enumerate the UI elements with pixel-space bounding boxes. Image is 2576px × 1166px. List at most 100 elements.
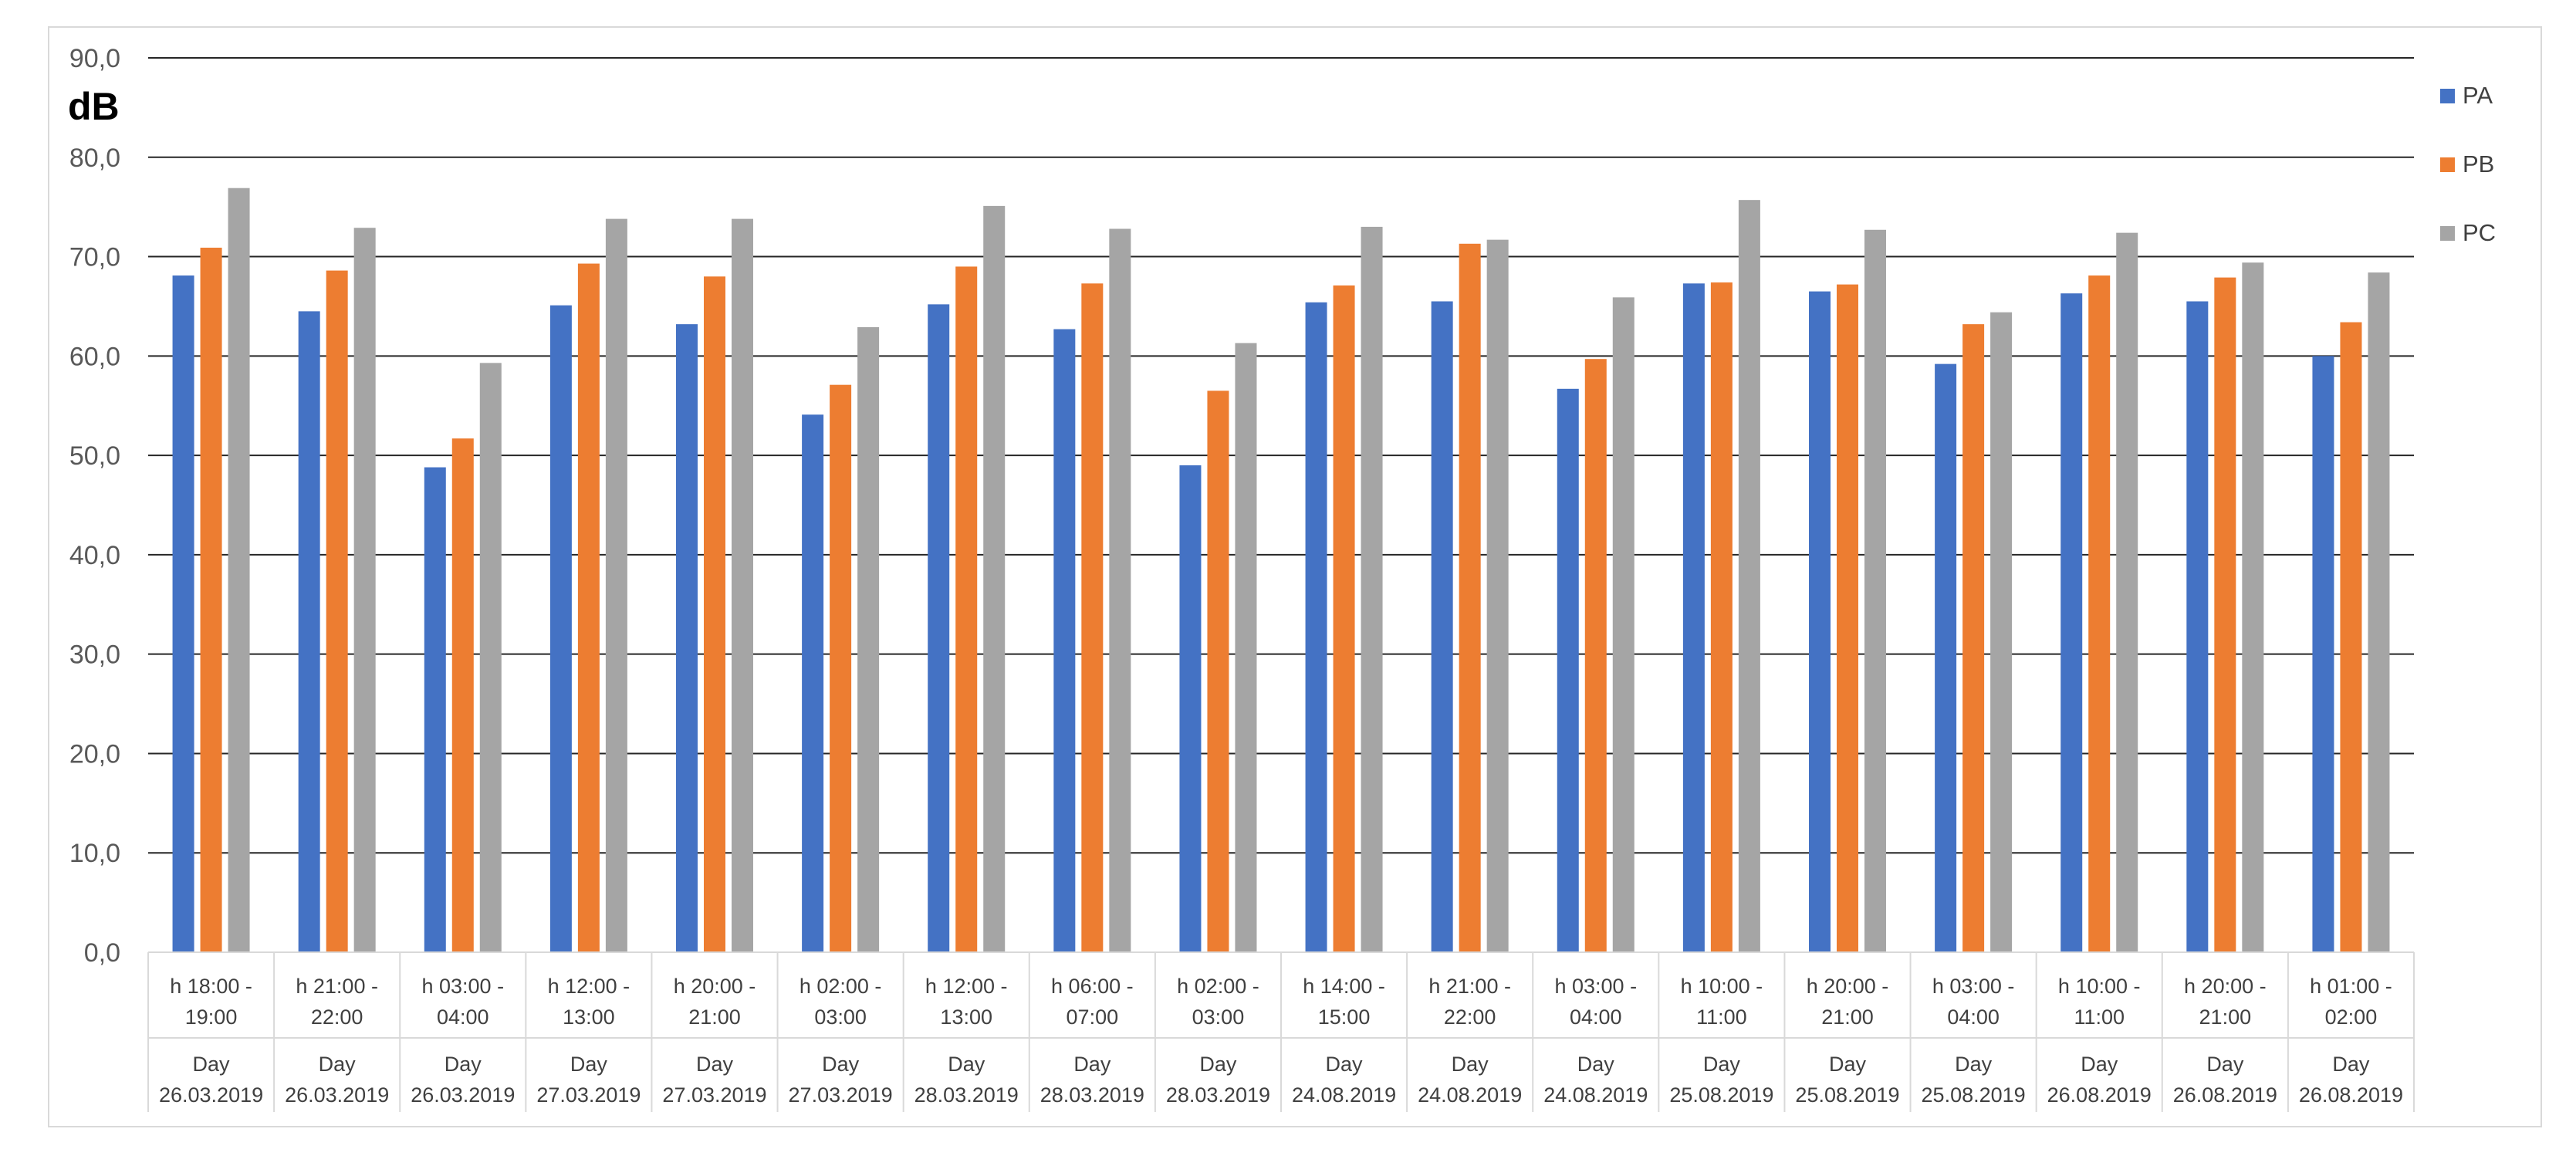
bar-pb [1459,243,1481,952]
bar-pa [676,324,698,952]
x-category-day-label: Day [2206,1053,2244,1076]
x-category-hour-label: h 10:00 - [2058,975,2141,998]
x-category-day-label: Day [1703,1053,1741,1076]
x-category-day-label: Day [1326,1053,1364,1076]
legend-swatch-pc [2440,226,2455,241]
bar-pb [1333,285,1355,952]
bar-pc [1361,226,1383,952]
x-category-day-label: 27.03.2019 [789,1083,893,1107]
bar-pc [1990,312,2013,952]
bar-pc [732,218,753,952]
x-category-day-label: Day [1452,1053,1489,1076]
legend-swatch-pb [2440,157,2455,172]
x-category-hour-label: 15:00 [1318,1005,1371,1029]
bar-pc [1235,343,1257,952]
bar-pc [2242,262,2264,952]
x-category-hour-label: h 10:00 - [1681,975,1763,998]
x-category-day-label: Day [193,1053,231,1076]
bar-pa [1305,302,1327,952]
x-category-hour-label: h 03:00 - [1932,975,2015,998]
bar-pc [228,188,250,953]
y-axis-label: dB [68,85,120,128]
y-tick-label: 90,0 [69,44,120,73]
x-category-hour-label: h 12:00 - [548,975,630,998]
bar-pa [2312,356,2334,952]
bar-pb [1207,390,1229,953]
x-category-hour-label: 11:00 [1696,1005,1747,1029]
bar-pc [1738,200,1760,952]
x-category-day-label: 28.03.2019 [1166,1083,1270,1107]
x-category-day-label: 25.08.2019 [1795,1083,1899,1107]
x-category-hour-label: h 02:00 - [1177,975,1259,998]
gridlines [148,57,2414,854]
legend: PA PB PC [2440,82,2496,246]
x-category-hour-label: h 20:00 - [2184,975,2267,998]
x-category-hour-label: 22:00 [311,1005,363,1029]
bar-pc [1864,229,1886,953]
y-tick-label: 60,0 [69,342,120,371]
y-tick-label: 40,0 [69,541,120,570]
bar-pc [2116,232,2138,952]
x-category-hour-label: 03:00 [1192,1005,1245,1029]
y-tick-label: 50,0 [69,441,120,471]
bar-pa [802,414,824,952]
x-category-hour-label: 13:00 [563,1005,615,1029]
x-category-day-label: 25.08.2019 [1669,1083,1773,1107]
x-category-hour-label: 21:00 [688,1005,741,1029]
bar-pb [2214,277,2236,952]
bar-pa [2186,301,2209,952]
x-category-day-label: Day [696,1053,734,1076]
x-category-day-label: 26.08.2019 [2047,1083,2152,1107]
bar-pb [1837,284,1858,952]
bar-pb [1584,359,1607,952]
bar-pc [605,218,627,952]
x-category-day-label: Day [1073,1053,1111,1076]
x-category-hour-label: 19:00 [185,1005,238,1029]
legend-label-pa: PA [2463,82,2493,109]
x-category-hour-label: 21:00 [1821,1005,1874,1029]
x-category-hour-label: h 01:00 - [2310,975,2392,998]
x-category-day-label: 24.08.2019 [1418,1083,1522,1107]
x-category-day-label: Day [319,1053,357,1076]
x-category-day-label: Day [445,1053,482,1076]
x-category-day-label: 27.03.2019 [662,1083,766,1107]
bar-pa [2060,293,2083,952]
bar-pc [857,326,880,952]
legend-label-pc: PC [2463,219,2496,246]
x-category-hour-label: h 02:00 - [800,975,882,998]
bar-pa [1809,291,1831,952]
x-category-day-label: Day [2332,1053,2370,1076]
x-category-hour-label: 04:00 [1947,1005,2000,1029]
bar-pc [479,363,502,952]
bars [172,188,2390,953]
bar-pb [1962,324,1985,952]
bar-pb [704,276,725,952]
x-category-hour-label: 21:00 [2199,1005,2252,1029]
x-category-day-label: Day [2081,1053,2118,1076]
bar-pc [1109,228,1131,952]
bar-pc [353,228,376,953]
x-category-hour-label: h 20:00 - [1807,975,1889,998]
bar-pa [1682,283,1705,952]
x-category-day-label: Day [948,1053,985,1076]
x-category-hour-label: 04:00 [1570,1005,1622,1029]
bar-pb [2340,322,2362,952]
bar-pa [424,467,446,952]
bar-pa [1557,388,1579,953]
bar-pa [1179,465,1202,952]
x-category-hour-label: 07:00 [1067,1005,1119,1029]
bar-pc [1486,239,1509,952]
x-category-day-label: Day [1199,1053,1237,1076]
bar-pb [577,263,600,952]
x-category-hour-label: h 03:00 - [421,975,504,998]
y-tick-label: 10,0 [69,839,120,868]
x-category-day-label: 25.08.2019 [1922,1083,2026,1107]
x-category-day-label: 28.03.2019 [1040,1083,1144,1107]
x-category-hour-label: h 12:00 - [925,975,1008,998]
x-category-hour-label: 13:00 [940,1005,992,1029]
x-category-day-label: 26.03.2019 [159,1083,263,1107]
x-category-hour-label: h 03:00 - [1554,975,1637,998]
bar-pb [326,270,348,952]
bar-pa [928,304,950,952]
legend-swatch-pa [2440,89,2455,103]
